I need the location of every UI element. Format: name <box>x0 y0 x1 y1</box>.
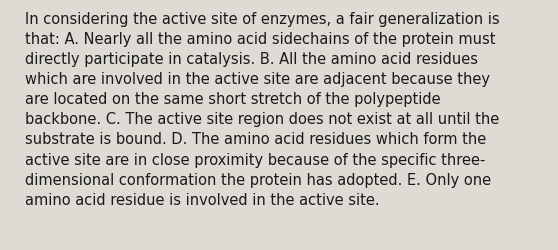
Text: In considering the active site of enzymes, a fair generalization is
that: A. Nea: In considering the active site of enzyme… <box>25 12 499 207</box>
